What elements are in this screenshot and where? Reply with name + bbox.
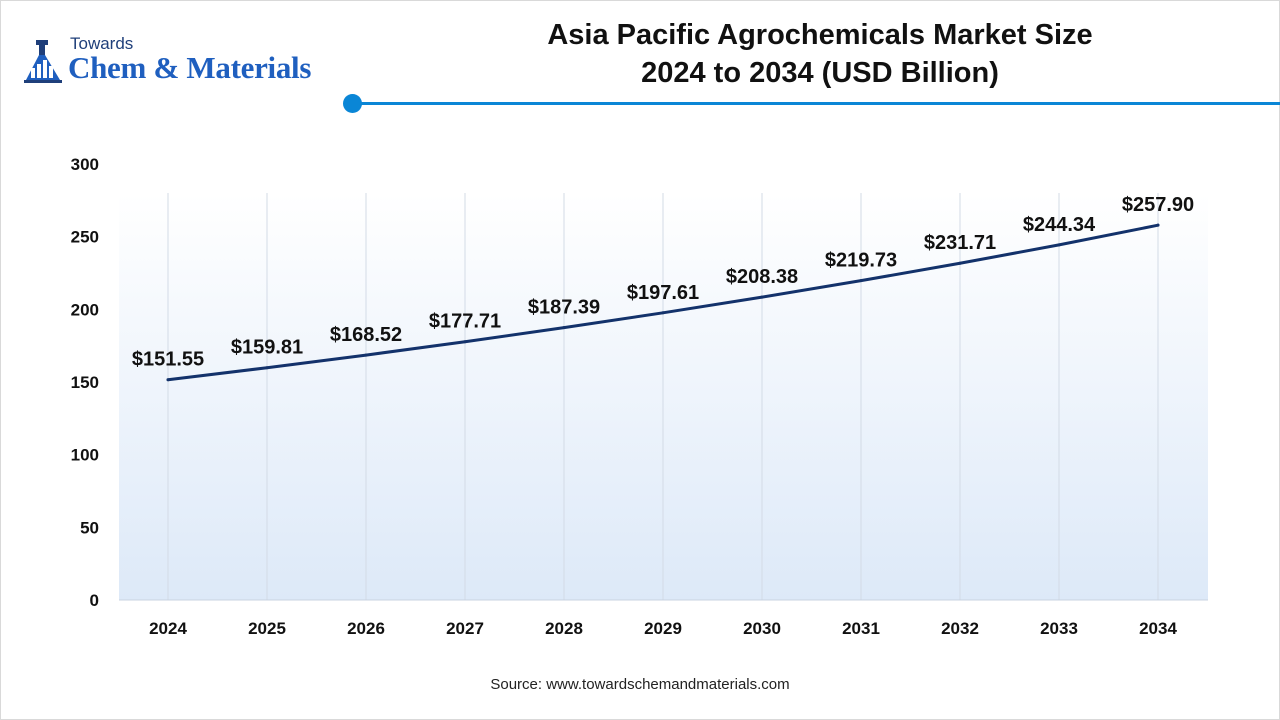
data-point (1057, 243, 1061, 247)
data-label: $244.34 (1023, 214, 1096, 236)
x-tick-label: 2025 (248, 619, 286, 638)
source-note: Source: www.towardschemandmaterials.com (490, 676, 790, 693)
data-label: $159.81 (231, 337, 303, 359)
data-label: $168.52 (330, 324, 402, 346)
data-point (166, 378, 170, 382)
data-point (760, 295, 764, 299)
x-tick-label: 2034 (1139, 619, 1177, 638)
data-label: $151.55 (132, 349, 204, 371)
y-tick-label: 300 (71, 155, 99, 174)
brand-name: Chem & Materials (68, 50, 312, 85)
data-point (661, 311, 665, 315)
data-point (958, 261, 962, 265)
x-tick-label: 2027 (446, 619, 484, 638)
title-underline (352, 102, 1280, 105)
x-tick-label: 2029 (644, 619, 682, 638)
flask-icon (24, 40, 62, 83)
brand-towards: Towards (70, 34, 134, 53)
data-label: $177.71 (429, 311, 501, 333)
x-tick-label: 2032 (941, 619, 979, 638)
x-tick-label: 2024 (149, 619, 187, 638)
data-point (265, 366, 269, 370)
chart-title-line1: Asia Pacific Agrochemicals Market Size (547, 19, 1093, 51)
data-point (1156, 223, 1160, 227)
x-tick-label: 2033 (1040, 619, 1078, 638)
y-tick-label: 200 (71, 300, 99, 319)
y-tick-label: 250 (71, 228, 99, 247)
x-tick-label: 2028 (545, 619, 583, 638)
chart-title-line2: 2024 to 2034 (USD Billion) (641, 57, 999, 89)
data-label: $257.90 (1122, 194, 1194, 216)
x-tick-label: 2026 (347, 619, 385, 638)
data-point (463, 340, 467, 344)
data-label: $231.71 (924, 232, 996, 254)
data-label: $187.39 (528, 297, 600, 319)
y-tick-label: 50 (80, 518, 99, 537)
data-label: $197.61 (627, 282, 699, 304)
data-label: $219.73 (825, 250, 897, 272)
data-point (364, 353, 368, 357)
brand-logo: Towards Chem & Materials (22, 34, 342, 90)
x-tick-label: 2031 (842, 619, 880, 638)
data-point (859, 279, 863, 283)
chart-title: Asia Pacific Agrochemicals Market Size 2… (430, 16, 1210, 92)
title-underline-dot (343, 94, 362, 113)
data-label: $208.38 (726, 266, 798, 288)
y-tick-label: 150 (71, 373, 99, 392)
x-tick-label: 2030 (743, 619, 781, 638)
data-point (562, 326, 566, 330)
y-tick-label: 0 (90, 591, 99, 610)
y-tick-label: 100 (71, 446, 99, 465)
